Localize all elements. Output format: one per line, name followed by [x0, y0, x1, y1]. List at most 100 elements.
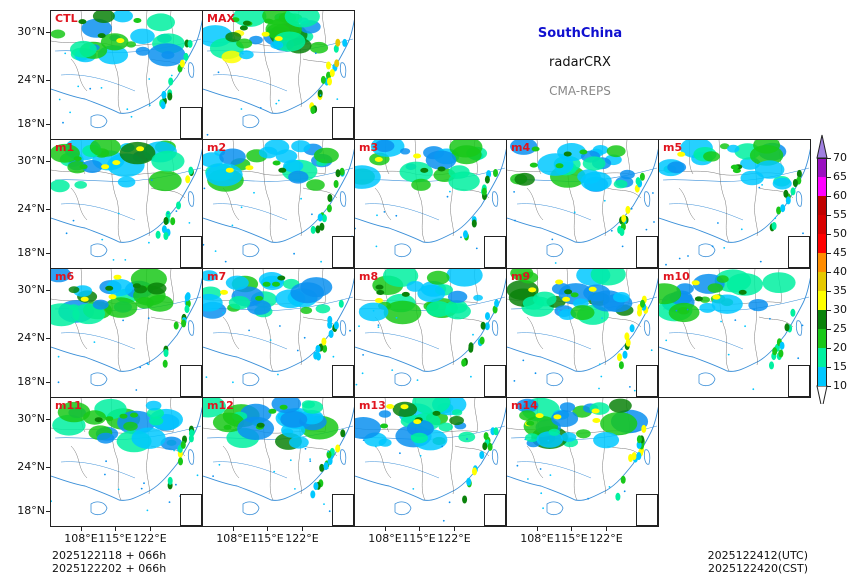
south-china-sea-inset — [788, 236, 810, 268]
panel-label: m11 — [55, 399, 82, 412]
panel-label: m4 — [511, 141, 531, 154]
colorbar-tick — [827, 158, 831, 159]
panel-label: m3 — [359, 141, 379, 154]
map-panel-m9: m9 — [506, 268, 659, 398]
lon-tick-mark — [302, 527, 303, 531]
map-panel-m4: m4 — [506, 139, 659, 269]
south-china-sea-inset — [484, 236, 506, 268]
lat-tick-label: 30°N — [17, 25, 45, 38]
panel-label: MAX — [207, 12, 235, 25]
colorbar-tick — [827, 177, 831, 178]
south-china-sea-inset — [180, 365, 202, 397]
colorbar-level-label: 45 — [833, 246, 847, 259]
colorbar-tick — [827, 272, 831, 273]
lon-tick-label: 122°E — [589, 532, 623, 545]
colorbar-tick — [827, 291, 831, 292]
map-panel-m3: m3 — [354, 139, 507, 269]
panel-label: m1 — [55, 141, 75, 154]
lon-tick-label: 115°E — [98, 532, 132, 545]
south-china-sea-inset — [484, 494, 506, 526]
colorbar-box — [817, 348, 827, 367]
lat-tick-mark — [46, 32, 50, 33]
map-panel-m2: m2 — [202, 139, 355, 269]
colorbar-box — [817, 215, 827, 234]
panel-label: m2 — [207, 141, 227, 154]
region-title: SouthChina — [537, 26, 623, 41]
valid-utc: 2025122412(UTC) — [707, 549, 808, 562]
map-panel-m1: m1 — [50, 139, 203, 269]
map-panel-ctl: CTL — [50, 10, 203, 140]
lon-tick-label: 115°E — [402, 532, 436, 545]
lat-tick-label: 24°N — [17, 73, 45, 86]
colorbar-tick — [827, 196, 831, 197]
product-title: radarCRX — [549, 55, 611, 70]
panel-label: m10 — [663, 270, 690, 283]
lon-tick-mark — [571, 527, 572, 531]
colorbar-box — [817, 272, 827, 291]
colorbar-tick — [827, 234, 831, 235]
map-panel-m10: m10 — [658, 268, 811, 398]
south-china-sea-inset — [484, 365, 506, 397]
lon-tick-label: 115°E — [554, 532, 588, 545]
colorbar-box — [817, 177, 827, 196]
map-panel-m8: m8 — [354, 268, 507, 398]
colorbar-box — [817, 329, 827, 348]
lon-tick-label: 108°E — [216, 532, 250, 545]
lat-tick-label: 24°N — [17, 460, 45, 473]
lon-tick-mark — [385, 527, 386, 531]
lon-tick-mark — [267, 527, 268, 531]
lon-tick-mark — [537, 527, 538, 531]
colorbar-tick — [827, 329, 831, 330]
south-china-sea-inset — [636, 236, 658, 268]
panel-label: m14 — [511, 399, 538, 412]
colorbar-level-label: 30 — [833, 303, 847, 316]
init-cst: 2025122202 + 066h — [52, 562, 167, 575]
colorbar-level-label: 15 — [833, 360, 847, 373]
lat-tick-label: 30°N — [17, 283, 45, 296]
colorbar-level-label: 55 — [833, 208, 847, 221]
colorbar-level-label: 50 — [833, 227, 847, 240]
valid-cst: 2025122420(CST) — [708, 562, 808, 575]
panel-label: m7 — [207, 270, 227, 283]
panel-label: m6 — [55, 270, 75, 283]
colorbar-level-label: 20 — [833, 341, 847, 354]
colorbar-level-label: 60 — [833, 189, 847, 202]
panel-label: m8 — [359, 270, 379, 283]
south-china-sea-inset — [332, 107, 354, 139]
map-panel-m12: m12 — [202, 397, 355, 527]
lon-tick-label: 115°E — [250, 532, 284, 545]
colorbar-tick — [827, 367, 831, 368]
lon-tick-mark — [81, 527, 82, 531]
lat-tick-mark — [46, 382, 50, 383]
lon-tick-label: 108°E — [368, 532, 402, 545]
south-china-sea-inset — [332, 236, 354, 268]
lat-tick-label: 18°N — [17, 246, 45, 259]
colorbar-level-label: 70 — [833, 151, 847, 164]
south-china-sea-inset — [180, 494, 202, 526]
colorbar-level-label: 25 — [833, 322, 847, 335]
colorbar-box — [817, 196, 827, 215]
lat-tick-mark — [46, 338, 50, 339]
lat-tick-label: 30°N — [17, 412, 45, 425]
map-panel-m13: m13 — [354, 397, 507, 527]
panel-label: m13 — [359, 399, 386, 412]
colorbar-box — [817, 310, 827, 329]
lat-tick-mark — [46, 161, 50, 162]
south-china-sea-inset — [180, 236, 202, 268]
map-panel-m7: m7 — [202, 268, 355, 398]
lat-tick-label: 24°N — [17, 202, 45, 215]
lon-tick-mark — [419, 527, 420, 531]
lon-tick-label: 122°E — [437, 532, 471, 545]
colorbar-level-label: 10 — [833, 379, 847, 392]
lon-tick-label: 108°E — [520, 532, 554, 545]
map-panel-m6: m6 — [50, 268, 203, 398]
panel-label: CTL — [55, 12, 78, 25]
lon-tick-mark — [233, 527, 234, 531]
lon-tick-mark — [606, 527, 607, 531]
map-panel-m11: m11 — [50, 397, 203, 527]
lon-tick-label: 108°E — [64, 532, 98, 545]
colorbar-tick — [827, 215, 831, 216]
south-china-sea-inset — [180, 107, 202, 139]
colorbar-box — [817, 234, 827, 253]
lat-tick-mark — [46, 209, 50, 210]
